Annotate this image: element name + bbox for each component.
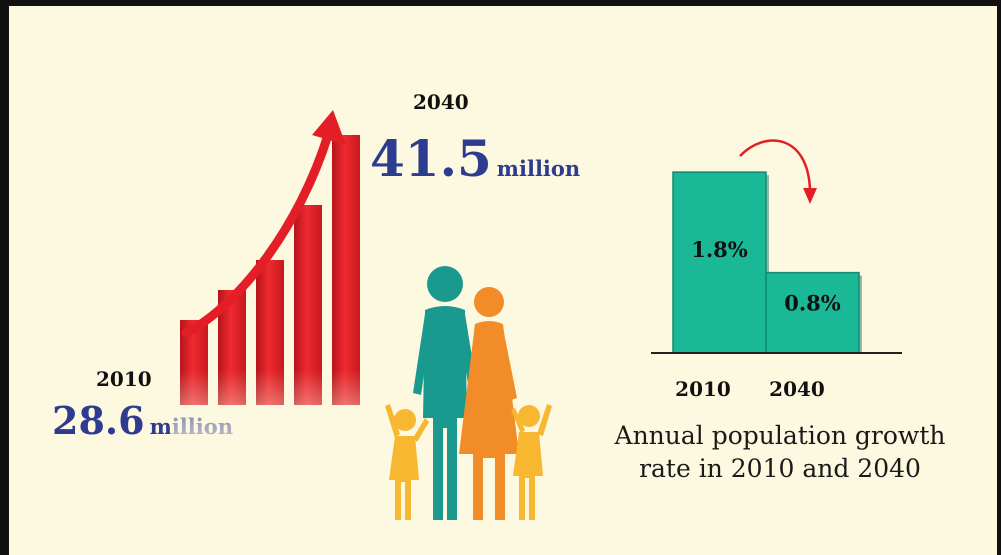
- decline-arrow-icon: [739, 139, 812, 191]
- population-year-2040: 2040: [413, 90, 469, 114]
- population-number-2010: 28.6: [52, 398, 145, 443]
- growth-rate-chart: 1.8% 0.8% 2010 2040: [651, 139, 902, 401]
- rising-bar-5: [332, 135, 360, 405]
- growth-arrow-icon: [181, 130, 333, 338]
- growth-rate-title-line-2: rate in 2010 and 2040: [639, 453, 921, 483]
- mother-figure: [459, 287, 519, 520]
- rising-bar-chart-icon: [170, 110, 370, 455]
- child-right-figure: [511, 404, 552, 520]
- rate-category-label-2010: 2010: [675, 377, 731, 401]
- rate-bar-label-2040: 0.8%: [784, 290, 841, 315]
- growth-rate-title: Annual population growth rate in 2010 an…: [600, 420, 960, 485]
- family-icon: [385, 266, 552, 520]
- child-left-figure: [385, 404, 429, 520]
- population-value-2040: 41.5 million: [370, 134, 580, 184]
- population-unit-2040: million: [496, 156, 581, 181]
- father-figure: [413, 266, 477, 520]
- growth-rate-title-line-1: Annual population growth: [614, 421, 946, 450]
- population-year-2010: 2010: [96, 367, 152, 391]
- rate-bar-2040: [765, 271, 860, 354]
- population-number-2040: 41.5: [370, 129, 492, 188]
- rate-category-label-2040: 2040: [769, 377, 825, 401]
- rate-bar-2010: [672, 171, 767, 354]
- rate-bar-label-2010: 1.8%: [691, 237, 748, 262]
